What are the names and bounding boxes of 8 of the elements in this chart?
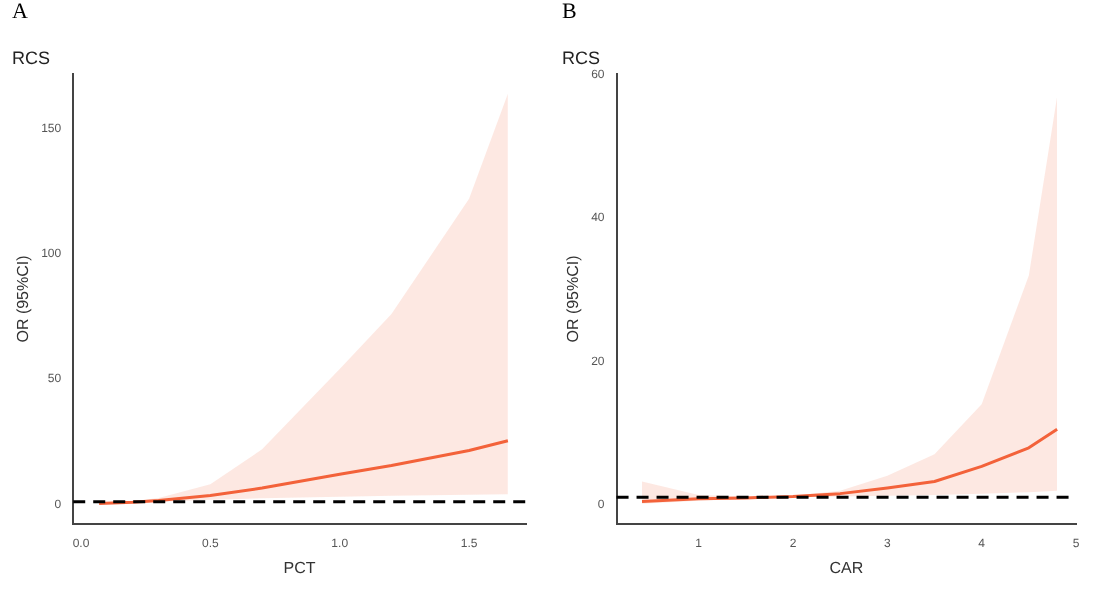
y-axis-title: OR (95%CI)	[564, 254, 583, 343]
chart-title: RCS	[12, 47, 51, 68]
x-axis-title: PCT	[283, 558, 316, 577]
y-axis-title: OR (95%CI)	[14, 254, 33, 343]
text: A	[12, 0, 28, 24]
x-axis-title: CAR	[829, 558, 864, 577]
text: B	[562, 0, 577, 24]
chart-title: RCS	[562, 47, 601, 68]
